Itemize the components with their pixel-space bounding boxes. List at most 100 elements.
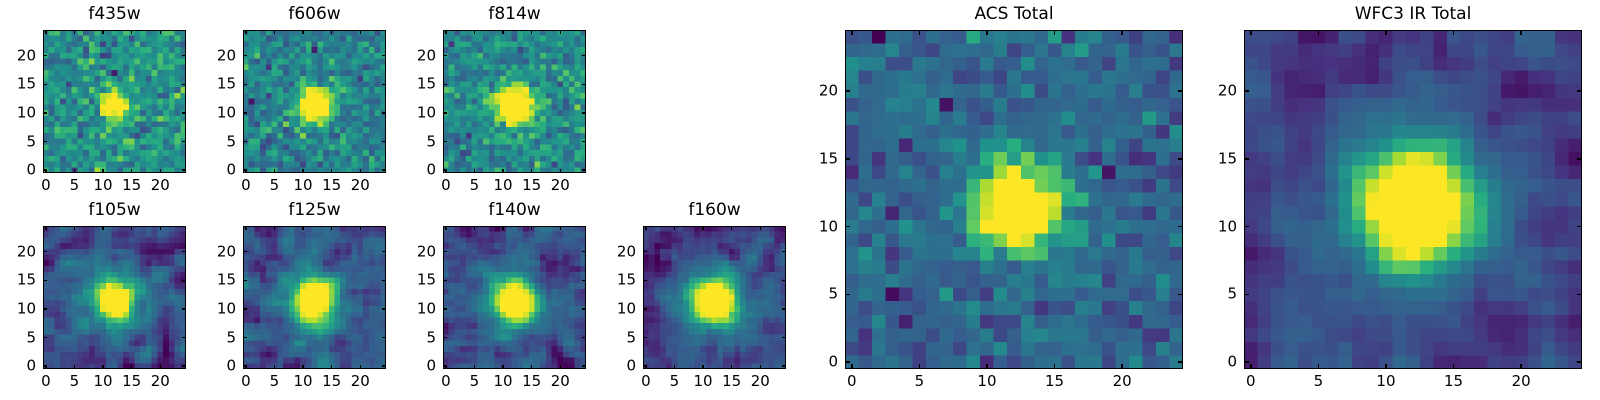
x-tick-label: 10 xyxy=(93,372,113,390)
x-tick-label: 20 xyxy=(350,176,370,194)
y-tick-right xyxy=(382,279,386,282)
x-tick-top xyxy=(245,226,247,230)
y-tick-label: 5 xyxy=(626,328,636,347)
y-tick-right xyxy=(582,336,586,339)
x-tick-label: 10 xyxy=(93,176,113,194)
plot-area: 0 5 10 15 20 0 5 10 15 20 xyxy=(617,226,786,390)
x-tick-bottom xyxy=(502,169,504,173)
y-tick-right xyxy=(382,336,386,339)
panel-f606w: f606w 0 5 10 15 20 0 5 10 15 20 xyxy=(217,4,386,194)
x-tick-bottom xyxy=(445,365,447,369)
x-tick-top xyxy=(130,30,133,34)
y-tick-right xyxy=(582,83,586,86)
x-tick-top xyxy=(1385,30,1387,35)
heatmap-canvas xyxy=(443,30,586,173)
x-tick-label: 10 xyxy=(493,176,513,194)
y-tick-left xyxy=(443,112,447,114)
y-tick-left xyxy=(443,169,447,171)
x-tick-top xyxy=(273,226,276,230)
x-tick-bottom xyxy=(73,365,76,369)
x-tick-label: 0 xyxy=(1245,372,1256,390)
y-tick-right xyxy=(582,365,586,367)
panel-title: ACS Total xyxy=(974,4,1054,24)
x-tick-label: 20 xyxy=(1511,372,1531,390)
x-tick-top xyxy=(1452,30,1455,35)
y-tick-right xyxy=(182,308,186,310)
y-tick-right xyxy=(782,336,786,339)
panel-title: WFC3 IR Total xyxy=(1354,4,1472,24)
y-tick-label: 15 xyxy=(216,270,236,289)
x-tick-bottom xyxy=(45,365,47,369)
x-tick-bottom xyxy=(1317,364,1320,369)
y-tick-right xyxy=(1178,361,1183,363)
x-tick-top xyxy=(530,30,533,34)
y-tick-label: 10 xyxy=(416,103,436,122)
x-tick-top xyxy=(502,226,504,230)
y-tick-label: 20 xyxy=(818,81,838,100)
y-tick-label: 5 xyxy=(226,328,236,347)
y-tick-right xyxy=(1577,90,1582,92)
x-tick-label: 15 xyxy=(522,176,542,194)
x-tick-bottom xyxy=(530,365,533,369)
y-tick-left xyxy=(43,83,47,86)
y-tick-label: 20 xyxy=(416,242,436,261)
y-tick-left xyxy=(845,225,850,228)
x-tick-label: 20 xyxy=(550,372,570,390)
x-tick-label: 15 xyxy=(1045,372,1065,390)
plot-area: 0 5 10 15 20 0 5 10 15 20 xyxy=(417,30,586,194)
x-tick-label: 10 xyxy=(1376,372,1396,390)
y-tick-right xyxy=(1178,225,1183,228)
y-tick-left xyxy=(643,250,647,253)
y-tick-label: 20 xyxy=(216,242,236,261)
x-tick-bottom xyxy=(302,365,304,369)
x-tick-label: 20 xyxy=(150,176,170,194)
x-tick-bottom xyxy=(1121,364,1123,369)
panel-f105w: f105w 0 5 10 15 20 0 5 10 15 20 xyxy=(17,200,186,390)
x-tick-label: 10 xyxy=(293,372,313,390)
y-tick-label: 20 xyxy=(16,242,36,261)
y-tick-left xyxy=(443,54,447,57)
y-tick-label: 0 xyxy=(426,356,436,375)
panel-title: f160w xyxy=(688,200,741,220)
x-tick-bottom xyxy=(1520,364,1522,369)
y-tick-right xyxy=(382,83,386,86)
x-tick-top xyxy=(73,30,76,34)
panel-wfc3-ir-total: WFC3 IR Total 0 5 10 15 20 0 5 10 15 20 xyxy=(1218,4,1582,390)
y-tick-right xyxy=(382,112,386,114)
y-tick-label: 0 xyxy=(26,356,36,375)
y-tick-label: 15 xyxy=(616,270,636,289)
x-tick-top xyxy=(673,226,676,230)
y-tick-left xyxy=(243,169,247,171)
x-tick-label: 0 xyxy=(41,372,51,390)
y-tick-left xyxy=(443,83,447,86)
y-tick-label: 15 xyxy=(818,149,838,168)
y-tick-left xyxy=(443,279,447,282)
y-tick-label: 0 xyxy=(426,160,436,179)
y-tick-label: 5 xyxy=(1227,284,1237,303)
y-tick-label: 10 xyxy=(416,299,436,318)
y-tick-right xyxy=(382,169,386,171)
x-tick-bottom xyxy=(245,365,247,369)
panel-title: f105w xyxy=(88,200,141,220)
y-tick-right xyxy=(182,112,186,114)
x-tick-bottom xyxy=(45,169,47,173)
plot-area: 0 5 10 15 20 0 5 10 15 20 xyxy=(1218,30,1582,390)
x-tick-top xyxy=(45,226,47,230)
y-tick-left xyxy=(243,54,247,57)
y-tick-right xyxy=(382,54,386,57)
x-tick-label: 5 xyxy=(669,372,680,390)
x-tick-top xyxy=(302,226,304,230)
panel-title: f435w xyxy=(88,4,141,24)
x-tick-top xyxy=(1520,30,1522,35)
y-tick-left xyxy=(43,169,47,171)
heatmap-canvas xyxy=(443,226,586,369)
y-tick-right xyxy=(1577,293,1582,296)
x-tick-top xyxy=(302,30,304,34)
y-tick-right xyxy=(182,336,186,339)
y-tick-left xyxy=(443,336,447,339)
x-tick-label: 5 xyxy=(69,372,80,390)
x-tick-top xyxy=(473,30,476,34)
y-tick-right xyxy=(382,308,386,310)
x-tick-label: 5 xyxy=(914,372,925,390)
y-tick-label: 15 xyxy=(416,74,436,93)
